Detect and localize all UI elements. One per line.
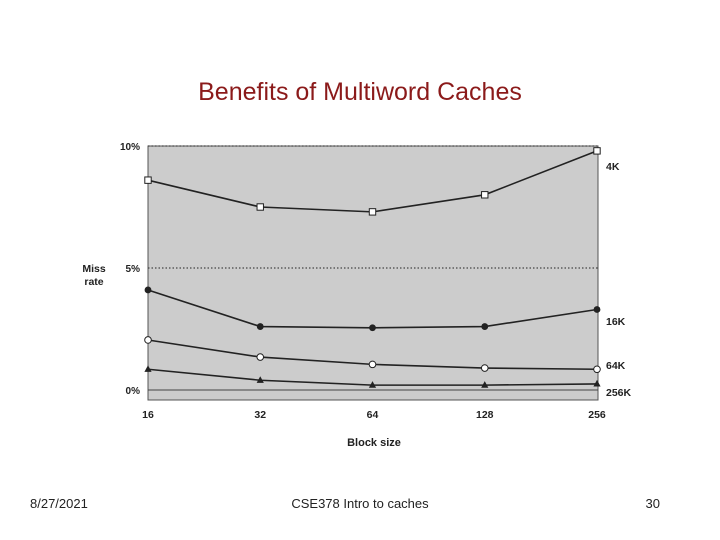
data-point-256k — [368, 381, 377, 388]
series-label-4k: 4K — [606, 161, 620, 173]
data-point-64k — [256, 353, 265, 361]
plot-area — [147, 145, 599, 401]
x-axis-label: Block size — [347, 437, 401, 449]
data-point-4k — [144, 176, 152, 184]
page-number: 30 — [645, 496, 660, 511]
data-point-256k — [256, 376, 264, 383]
series-label-16k: 16K — [606, 316, 626, 328]
data-point-16k — [144, 286, 152, 294]
footer-date: 8/27/2021 — [30, 496, 88, 511]
data-point-256k — [144, 365, 152, 372]
x-tick-label: 16 — [142, 409, 154, 421]
x-tick-label: 32 — [254, 409, 266, 421]
data-point-16k — [593, 306, 601, 313]
x-tick-label: 256 — [588, 409, 606, 421]
data-point-16k — [481, 323, 489, 330]
footer-course: CSE378 Intro to caches — [291, 496, 429, 511]
data-point-64k — [593, 365, 601, 374]
data-point-64k — [480, 364, 489, 372]
series-label-64k: 64K — [606, 360, 626, 372]
data-point-64k — [368, 360, 377, 369]
y-tick-label: 0% — [126, 386, 141, 397]
data-point-4k — [368, 208, 377, 216]
data-point-64k — [144, 336, 152, 344]
y-tick-label: 5% — [126, 264, 141, 275]
data-point-4k — [593, 147, 601, 155]
data-point-16k — [369, 324, 376, 332]
data-point-4k — [256, 203, 264, 211]
data-point-16k — [256, 323, 264, 330]
x-tick-label: 128 — [476, 409, 494, 421]
x-tick-label: 64 — [367, 409, 379, 421]
y-axis-label: Miss — [82, 263, 106, 275]
slide-title: Benefits of Multiword Caches — [198, 78, 522, 106]
data-point-4k — [481, 191, 489, 199]
series-label-256k: 256K — [606, 387, 632, 399]
y-tick-label: 10% — [120, 142, 140, 153]
data-point-256k — [593, 379, 601, 387]
y-axis-label: rate — [84, 276, 103, 288]
data-point-256k — [481, 381, 489, 388]
